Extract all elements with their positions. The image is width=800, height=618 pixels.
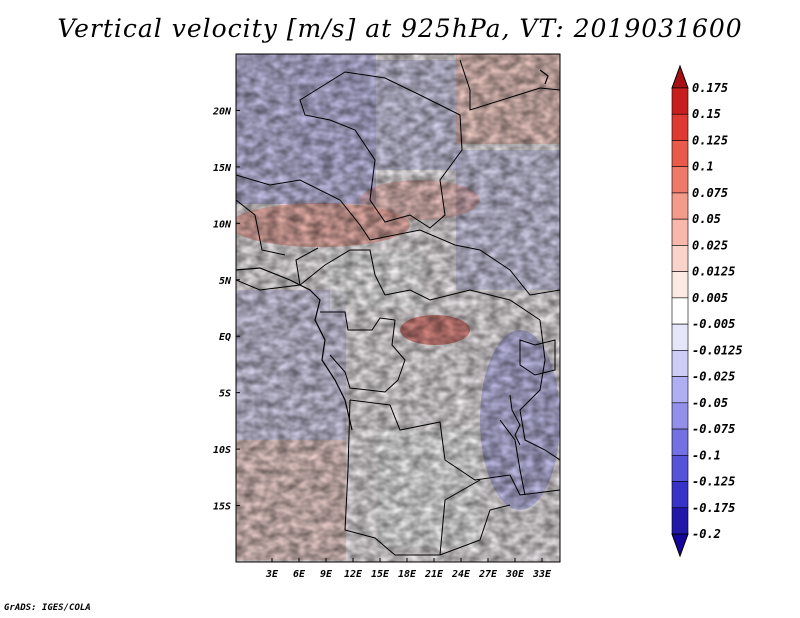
- colorbar-segment: [671, 166, 689, 194]
- colorbar: 0.175 0.15 0.125 0.1 0.075 0.05 0.025 0.0125 0.0…: [671, 64, 743, 558]
- country-borders: [236, 59, 560, 556]
- colorbar-segment: [671, 245, 689, 272]
- x-tick-label: 6E: [293, 569, 306, 580]
- chart-title: Vertical velocity [m/s] at 925hPa, VT: 2…: [57, 14, 743, 43]
- colorbar-label: -0.0125: [692, 343, 743, 357]
- x-tick-label: 30E: [505, 569, 525, 580]
- colorbar-segment: [671, 271, 689, 299]
- y-tick-label: 5S: [219, 389, 231, 400]
- x-tick-label: 15E: [371, 569, 390, 580]
- colorbar-label: -0.1: [692, 448, 721, 462]
- colorbar-segment: [671, 297, 689, 325]
- colorbar-label: 0.125: [692, 133, 728, 147]
- y-tick-label: EQ: [219, 332, 231, 343]
- colorbar-top-arrow: [671, 64, 689, 89]
- x-tick-label: 3E: [265, 569, 279, 580]
- colorbar-label: -0.125: [692, 475, 735, 489]
- x-tick-label: 12E: [344, 569, 363, 580]
- colorbar-label: -0.175: [692, 501, 735, 515]
- x-tick-label: 27E: [478, 569, 498, 580]
- colorbar-label: -0.075: [692, 422, 735, 436]
- colorbar-segment: [671, 402, 689, 430]
- colorbar-label: 0.15: [692, 107, 721, 121]
- vertical-velocity-field: [236, 54, 560, 562]
- colorbar-bottom-arrow: [671, 533, 689, 558]
- y-tick-label: 5N: [219, 276, 232, 287]
- colorbar-label: 0.05: [692, 212, 721, 226]
- y-tick-label: 10S: [213, 445, 231, 456]
- colorbar-label: 0.005: [692, 291, 728, 305]
- colorbar-segment: [671, 218, 689, 246]
- colorbar-segment: [671, 507, 689, 535]
- colorbar-label: 0.025: [692, 238, 728, 252]
- colorbar-label: 0.1: [692, 160, 714, 174]
- y-tick-label: 10N: [213, 219, 232, 230]
- colorbar-label: -0.025: [692, 370, 735, 384]
- y-tick-label: 20N: [212, 106, 232, 117]
- colorbar-segment: [671, 428, 689, 456]
- colorbar-label: -0.05: [692, 396, 728, 410]
- colorbar-label: 0.0125: [692, 265, 735, 279]
- y-axis-ticks: 20N 15N 10N 5N EQ 5S 10S 15S: [212, 106, 240, 513]
- grads-credit: GrADS: IGES/COLA: [4, 603, 91, 613]
- colorbar-segment: [671, 140, 689, 168]
- x-tick-label: 24E: [451, 569, 471, 580]
- y-tick-label: 15S: [213, 502, 231, 513]
- x-axis-ticks: 3E 6E 9E 12E 15E 18E 21E 24E 27E 30E 33E: [265, 558, 552, 580]
- x-tick-label: 33E: [532, 569, 552, 580]
- coastline: [236, 69, 549, 431]
- colorbar-label: -0.005: [692, 317, 735, 331]
- colorbar-segment: [671, 350, 689, 377]
- y-tick-label: 15N: [213, 163, 232, 174]
- colorbar-segment: [671, 87, 689, 115]
- colorbar-segment: [671, 454, 689, 482]
- x-tick-label: 9E: [320, 569, 333, 580]
- colorbar-label: -0.2: [692, 527, 721, 541]
- colorbar-segment: [671, 481, 689, 509]
- colorbar-segment: [671, 323, 689, 351]
- colorbar-segment: [671, 376, 689, 404]
- colorbar-segment: [671, 192, 689, 220]
- colorbar-segment: [671, 113, 689, 141]
- colorbar-label: 0.175: [692, 81, 728, 95]
- colorbar-label: 0.075: [692, 186, 728, 200]
- x-tick-label: 21E: [424, 569, 444, 580]
- x-tick-label: 18E: [398, 569, 417, 580]
